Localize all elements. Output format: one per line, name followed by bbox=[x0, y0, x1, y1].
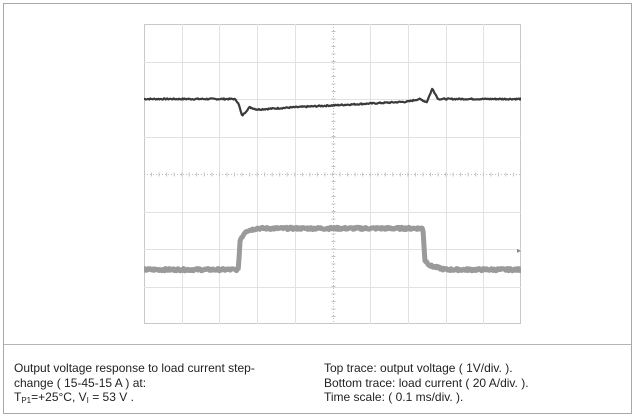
caption-divider bbox=[4, 344, 631, 345]
caption-line: Output voltage response to load current … bbox=[14, 361, 255, 375]
caption-line: Time scale: ( 0.1 ms/div. ). bbox=[324, 390, 464, 404]
caption-line: Top trace: output voltage ( 1V/div. ). bbox=[324, 361, 513, 375]
trace-line bbox=[144, 224, 521, 274]
caption-line: Bottom trace: load current ( 20 A/div. )… bbox=[324, 375, 529, 390]
caption-text: T bbox=[14, 390, 22, 404]
caption-line: change ( 15-45-15 A ) at: bbox=[14, 375, 147, 390]
figure-frame: Output voltage response to load current … bbox=[3, 3, 632, 414]
caption-line: TP1=+25°C, VI = 53 V . bbox=[14, 390, 319, 405]
caption-conditions: Output voltage response to load current … bbox=[14, 361, 319, 405]
oscilloscope-plot bbox=[144, 24, 521, 324]
caption-trace-legend: Top trace: output voltage ( 1V/div. ). B… bbox=[324, 361, 624, 405]
traces bbox=[144, 87, 521, 274]
channel-marker bbox=[517, 248, 521, 253]
caption-text: =+25°C, V bbox=[31, 390, 87, 404]
oscilloscope-svg bbox=[144, 24, 521, 324]
caption-text: = 53 V . bbox=[88, 390, 134, 404]
trace-line bbox=[144, 87, 521, 117]
caption-subscript: P1 bbox=[21, 396, 32, 405]
caption-subscript: I bbox=[86, 396, 89, 405]
grid bbox=[144, 24, 521, 324]
